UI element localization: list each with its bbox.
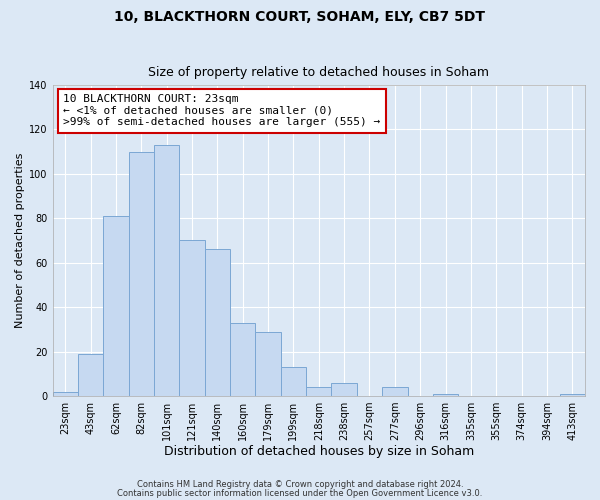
Bar	[433, 394, 458, 396]
Bar	[179, 240, 205, 396]
Bar	[230, 322, 256, 396]
Bar	[256, 332, 281, 396]
Bar	[103, 216, 128, 396]
Bar	[53, 392, 78, 396]
Bar	[78, 354, 103, 396]
Bar	[281, 367, 306, 396]
Bar	[560, 394, 585, 396]
Bar	[128, 152, 154, 396]
X-axis label: Distribution of detached houses by size in Soham: Distribution of detached houses by size …	[164, 444, 474, 458]
Text: Contains HM Land Registry data © Crown copyright and database right 2024.: Contains HM Land Registry data © Crown c…	[137, 480, 463, 489]
Text: Contains public sector information licensed under the Open Government Licence v3: Contains public sector information licen…	[118, 489, 482, 498]
Bar	[205, 250, 230, 396]
Bar	[306, 387, 331, 396]
Bar	[154, 145, 179, 396]
Bar	[382, 387, 407, 396]
Y-axis label: Number of detached properties: Number of detached properties	[15, 152, 25, 328]
Bar	[331, 382, 357, 396]
Text: 10 BLACKTHORN COURT: 23sqm
← <1% of detached houses are smaller (0)
>99% of semi: 10 BLACKTHORN COURT: 23sqm ← <1% of deta…	[63, 94, 380, 128]
Text: 10, BLACKTHORN COURT, SOHAM, ELY, CB7 5DT: 10, BLACKTHORN COURT, SOHAM, ELY, CB7 5D…	[115, 10, 485, 24]
Title: Size of property relative to detached houses in Soham: Size of property relative to detached ho…	[148, 66, 489, 80]
